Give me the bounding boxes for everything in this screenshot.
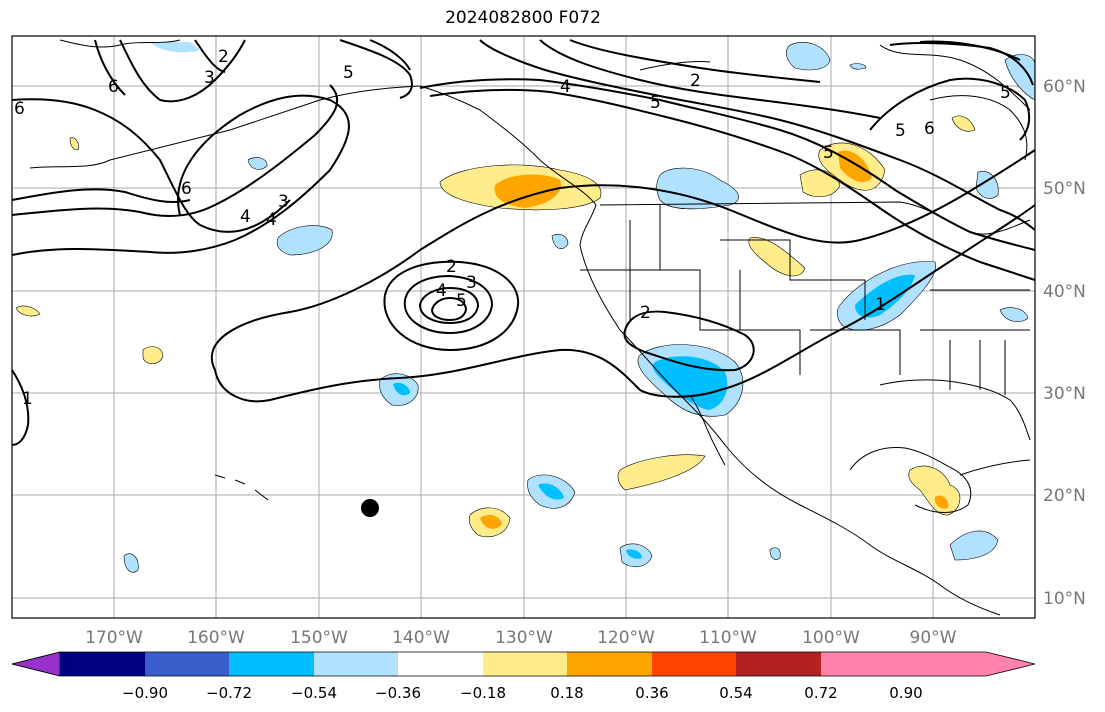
- contour-label: 5: [895, 121, 906, 141]
- lon-tick-label: 110°W: [699, 628, 757, 648]
- contour-label: 4: [266, 210, 277, 230]
- colorbar-segment: [821, 652, 906, 676]
- lon-tick-label: 160°W: [187, 628, 245, 648]
- lon-tick-label: 100°W: [802, 628, 860, 648]
- contour-labels: 6 3 2 5 4 6 5 4 5 6 4 3 2 2 3 4 5 2 1 1 …: [14, 47, 1011, 409]
- colorbar-tick-label: 0.72: [804, 684, 837, 702]
- contour-label: 3: [204, 68, 215, 88]
- lon-tick-label: 120°W: [597, 628, 655, 648]
- colorbar-tick-label: 0.36: [635, 684, 668, 702]
- contour-label: 5: [823, 143, 834, 163]
- contour-label: 1: [22, 389, 33, 409]
- contour-label: 5: [650, 93, 661, 113]
- colorbar-tick-label: −0.90: [122, 684, 168, 702]
- lat-tick-labels: 60°N 50°N 40°N 30°N 20°N 10°N: [1043, 77, 1086, 609]
- shaded-anomalies: [15, 41, 1036, 573]
- colorbar-tick-label: 0.54: [719, 684, 752, 702]
- colorbar-extend-low: [11, 651, 61, 677]
- colorbar-segment: [314, 652, 398, 676]
- lon-tick-label: 140°W: [392, 628, 450, 648]
- lat-tick-label: 40°N: [1043, 282, 1086, 302]
- colorbar-segment: [483, 652, 567, 676]
- contour-label: 2: [640, 303, 651, 323]
- map-title: 2024082800 F072: [445, 8, 601, 28]
- lon-tick-label: 90°W: [910, 628, 957, 648]
- contour-label: 4: [240, 207, 251, 227]
- contour-label: 4: [436, 281, 447, 301]
- lon-tick-labels: 170°W 160°W 150°W 140°W 130°W 120°W 110°…: [85, 628, 957, 648]
- lon-tick-label: 130°W: [495, 628, 553, 648]
- contours: [11, 39, 1036, 446]
- contour-label: 6: [181, 179, 192, 199]
- colorbar-segment: [567, 652, 652, 676]
- lon-tick-label: 150°W: [290, 628, 348, 648]
- colorbar-segment: [229, 652, 314, 676]
- lon-tick-label: 170°W: [85, 628, 143, 648]
- contour-label: 2: [446, 257, 457, 277]
- contour-label: 1: [875, 295, 886, 315]
- colorbar-segment: [398, 652, 483, 676]
- contour-label: 6: [108, 77, 119, 97]
- colorbar-tick-label: −0.36: [375, 684, 421, 702]
- contour-label: 2: [690, 71, 701, 91]
- colorbar-tick-label: 0.18: [550, 684, 583, 702]
- contour-label: 2: [218, 47, 229, 67]
- contour-label: 6: [924, 119, 935, 139]
- colorbar-segment: [652, 652, 736, 676]
- contour-label: 5: [1000, 83, 1011, 103]
- map-panel: 6 3 2 5 4 6 5 4 5 6 4 3 2 2 3 4 5 2 1 1 …: [11, 35, 1036, 619]
- contour-label: 3: [466, 273, 477, 293]
- colorbar-segment: [145, 652, 229, 676]
- lat-tick-label: 60°N: [1043, 77, 1086, 97]
- colorbar-tick-label: 0.90: [889, 684, 922, 702]
- contour-label: 6: [14, 99, 25, 119]
- lat-tick-label: 10°N: [1043, 589, 1086, 609]
- lat-tick-label: 50°N: [1043, 179, 1086, 199]
- colorbar-tick-label: −0.54: [291, 684, 337, 702]
- colorbar-tick-label: −0.72: [206, 684, 252, 702]
- colorbar-segment: [60, 652, 145, 676]
- lat-tick-label: 20°N: [1043, 486, 1086, 506]
- map-frame: [11, 35, 1036, 619]
- contour-label: 4: [560, 77, 571, 97]
- colorbar-tick-label: −0.18: [460, 684, 506, 702]
- contour-label: 3: [278, 192, 289, 212]
- contour-label: 5: [456, 291, 467, 311]
- colorbar: −0.90 −0.72 −0.54 −0.36 −0.18 0.18 0.36 …: [11, 651, 1036, 702]
- contour-label: 5: [343, 63, 354, 83]
- lat-tick-label: 30°N: [1043, 384, 1086, 404]
- storm-marker-dot: [361, 499, 379, 517]
- colorbar-segment: [736, 652, 821, 676]
